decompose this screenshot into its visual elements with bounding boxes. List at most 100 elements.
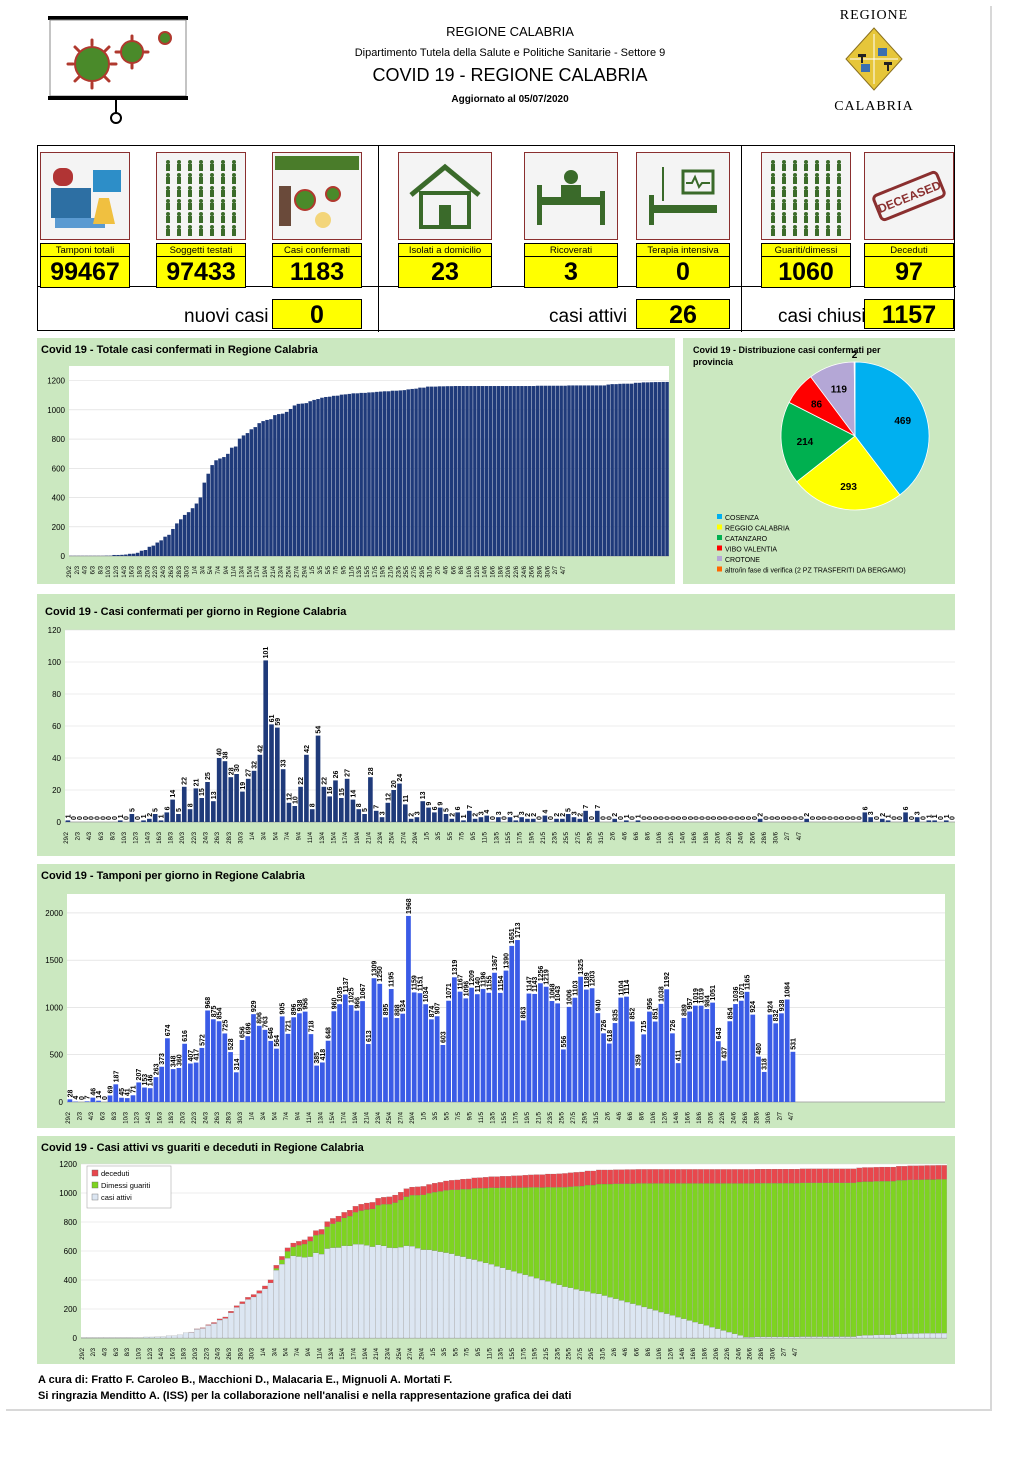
recovered-bar-segment	[675, 1183, 681, 1318]
cumulative-bar	[179, 519, 183, 556]
deceased-bar-segment	[567, 1172, 574, 1187]
recovered-bar-segment	[335, 1221, 342, 1248]
deceased-bar-segment	[709, 1169, 715, 1184]
tamponi-bar	[440, 1044, 446, 1102]
cumulative-bar	[590, 385, 595, 556]
cumulative-bar	[551, 385, 556, 556]
recovered-bar-segment	[482, 1187, 489, 1263]
daily-bar	[205, 782, 210, 822]
daily-data-label: 1	[932, 814, 939, 818]
x-tick-label: 29/2	[66, 1111, 72, 1123]
active-bar-segment	[233, 1307, 240, 1339]
legend-swatch	[91, 1193, 99, 1201]
daily-data-label: 0	[589, 816, 596, 820]
recovered-bar-segment	[828, 1182, 834, 1337]
recovered-bar-segment	[924, 1179, 930, 1334]
person-icon	[210, 225, 214, 229]
daily-bar	[513, 820, 519, 822]
person-icon	[232, 160, 236, 164]
person-icon	[837, 199, 841, 203]
tamponi-bar	[779, 1013, 784, 1102]
person-icon	[221, 160, 225, 164]
active-bar-segment	[935, 1332, 942, 1339]
active-bar-segment	[545, 1281, 551, 1339]
x-tick-label: 13/4	[240, 565, 246, 577]
active-bar-segment	[828, 1336, 834, 1339]
virus-presentation-logo	[40, 14, 190, 124]
x-tick-label: 4/7	[789, 1111, 795, 1120]
tamponi-bar	[188, 1063, 193, 1102]
daily-bar	[757, 818, 763, 822]
chart-cumulative-title: Covid 19 - Totale casi confermati in Reg…	[41, 344, 318, 356]
chart-cumulative-panel: Covid 19 - Totale casi confermati in Reg…	[37, 338, 675, 584]
tamponi-bar	[153, 1077, 159, 1102]
x-tick-label: 4/6	[617, 1111, 623, 1120]
x-tick-label: 7/5	[334, 565, 340, 574]
tamponi-bar	[457, 991, 463, 1102]
cumulative-bar	[112, 554, 116, 556]
y-tick-label: 200	[52, 523, 66, 532]
tamponi-data-label: 854	[727, 1007, 734, 1019]
x-tick-label: 14/6	[680, 1347, 686, 1359]
y-tick-label: 0	[59, 1098, 64, 1107]
daily-data-label: 1	[158, 814, 165, 818]
x-tick-label: 3/4	[272, 1347, 278, 1356]
recovered-bar-segment	[432, 1192, 438, 1251]
person-icon	[232, 225, 236, 229]
recovered-bar-segment	[545, 1186, 551, 1282]
x-tick-label: 12/3	[148, 1347, 154, 1359]
recovered-bar-segment	[415, 1195, 421, 1249]
recovered-bar-segment	[454, 1189, 461, 1256]
daily-data-label: 3	[519, 811, 526, 815]
x-tick-label: 15/4	[247, 565, 253, 577]
person-icon	[782, 225, 786, 229]
x-tick-label: 21/4	[364, 1111, 370, 1123]
active-bar-segment	[839, 1336, 845, 1339]
active-bar-segment	[607, 1297, 613, 1339]
x-tick-label: 20/6	[714, 1347, 720, 1359]
y-tick-label: 600	[52, 464, 66, 473]
deceased-bar-segment	[579, 1171, 585, 1187]
y-tick-label: 1000	[59, 1189, 77, 1198]
x-tick-label: 26/3	[227, 1347, 233, 1359]
recovered-people-icon	[761, 152, 851, 240]
recovered-bar-segment	[313, 1235, 319, 1253]
daily-bar	[530, 818, 536, 822]
person-icon	[815, 177, 819, 184]
x-tick-label: 24/6	[739, 831, 745, 843]
active-bar-segment	[533, 1278, 540, 1339]
legend-swatch	[717, 535, 722, 540]
tamponi-bar	[331, 1011, 337, 1102]
tamponi-data-label: 966	[354, 997, 361, 1009]
person-icon	[177, 177, 181, 184]
cumulative-bar	[606, 384, 610, 556]
x-tick-label: 23/4	[385, 1347, 391, 1359]
daily-data-label: 0	[699, 816, 706, 820]
cumulative-bar	[316, 399, 320, 556]
person-icon	[177, 203, 181, 210]
x-tick-label: 13/5	[494, 831, 500, 843]
tamponi-bar	[308, 1034, 314, 1102]
cumulative-bar	[539, 385, 544, 556]
tamponi-bar	[124, 1098, 130, 1102]
cumulative-bar	[418, 387, 422, 556]
active-bar-segment	[539, 1279, 546, 1339]
x-tick-label: 1/5	[425, 831, 431, 840]
tamponi-bar	[159, 1066, 165, 1102]
active-bar-segment	[205, 1325, 212, 1339]
isolati-value: 23	[398, 257, 492, 288]
deceased-bar-segment	[573, 1172, 579, 1187]
daily-data-label: 2	[409, 813, 416, 817]
tamponi-bar	[199, 1047, 205, 1102]
person-icon	[771, 199, 775, 203]
tamponi-data-label: 71	[130, 1085, 137, 1093]
x-tick-label: 15/5	[365, 565, 371, 577]
deceased-bar-segment	[347, 1210, 353, 1217]
tamponi-data-label: 852	[630, 1008, 637, 1020]
tamponi-data-label: 1167	[458, 974, 465, 989]
daily-data-label: 30	[234, 764, 241, 772]
active-bar-segment	[273, 1270, 279, 1339]
x-tick-label: 15/4	[340, 1347, 346, 1359]
tamponi-bar	[704, 1008, 710, 1102]
region-logo: REGIONE CALABRIA	[826, 8, 922, 120]
